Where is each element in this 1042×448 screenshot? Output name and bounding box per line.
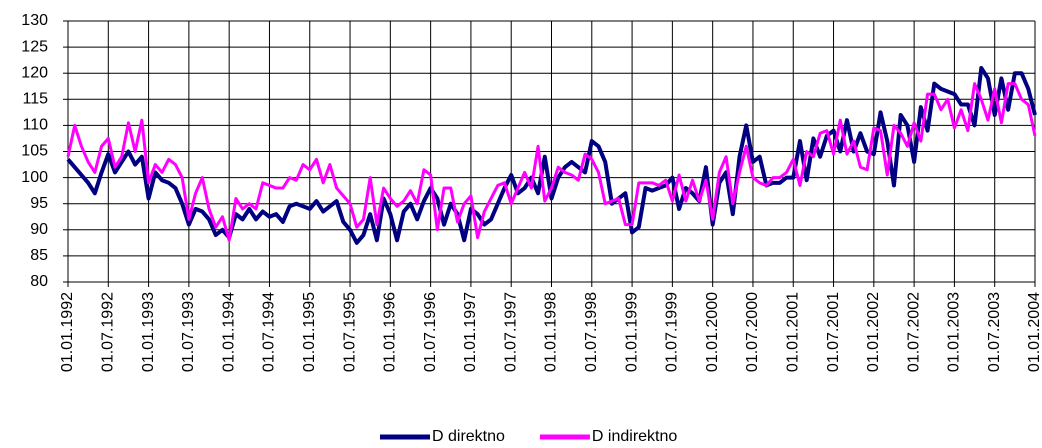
y-tick-label: 85: [30, 247, 48, 264]
x-tick-label: 01.01.2000: [704, 292, 721, 372]
y-tick-label: 80: [30, 273, 48, 290]
x-tick-label: 01.07.1994: [261, 292, 278, 372]
x-tick-label: 01.01.1995: [301, 292, 318, 372]
y-tick-label: 100: [21, 169, 48, 186]
x-tick-label: 01.07.2001: [825, 292, 842, 372]
legend-label: D direktno: [432, 428, 505, 445]
x-tick-label: 01.07.2002: [905, 292, 922, 372]
x-tick-label: 01.07.1993: [180, 292, 197, 372]
y-tick-label: 125: [21, 38, 48, 55]
y-tick-label: 110: [22, 117, 48, 134]
x-tick-label: 01.01.2002: [865, 292, 882, 372]
x-tick-label: 01.07.1996: [422, 292, 439, 372]
x-tick-label: 01.07.1992: [100, 292, 117, 372]
x-tick-label: 01.01.1998: [543, 292, 560, 372]
x-tick-label: 01.07.1997: [502, 292, 519, 372]
y-tick-label: 115: [22, 91, 48, 108]
x-tick-label: 01.01.1992: [59, 292, 76, 372]
x-tick-label: 01.07.1998: [583, 292, 600, 372]
x-tick-label: 01.01.2003: [946, 292, 963, 372]
y-tick-label: 95: [30, 195, 48, 212]
x-tick-label: 01.01.1996: [382, 292, 399, 372]
x-tick-label: 01.01.1993: [140, 292, 157, 372]
legend-label: D indirektno: [592, 428, 677, 445]
x-tick-label: 01.01.1994: [220, 292, 237, 372]
x-tick-label: 01.01.1997: [462, 292, 479, 372]
x-tick-label: 01.01.1999: [623, 292, 640, 372]
series-line: [66, 82, 1037, 242]
x-tick-label: 01.01.2001: [784, 292, 801, 372]
x-tick-label: 01.01.2004: [1026, 292, 1042, 372]
x-tick-label: 01.07.1995: [341, 292, 358, 372]
y-tick-label: 90: [30, 221, 48, 238]
y-tick-label: 105: [21, 143, 48, 160]
y-tick-label: 130: [21, 12, 48, 29]
x-tick-label: 01.07.1999: [664, 292, 681, 372]
x-tick-label: 01.07.2003: [986, 292, 1003, 372]
y-tick-label: 120: [21, 64, 48, 81]
x-tick-label: 01.07.2000: [744, 292, 761, 372]
